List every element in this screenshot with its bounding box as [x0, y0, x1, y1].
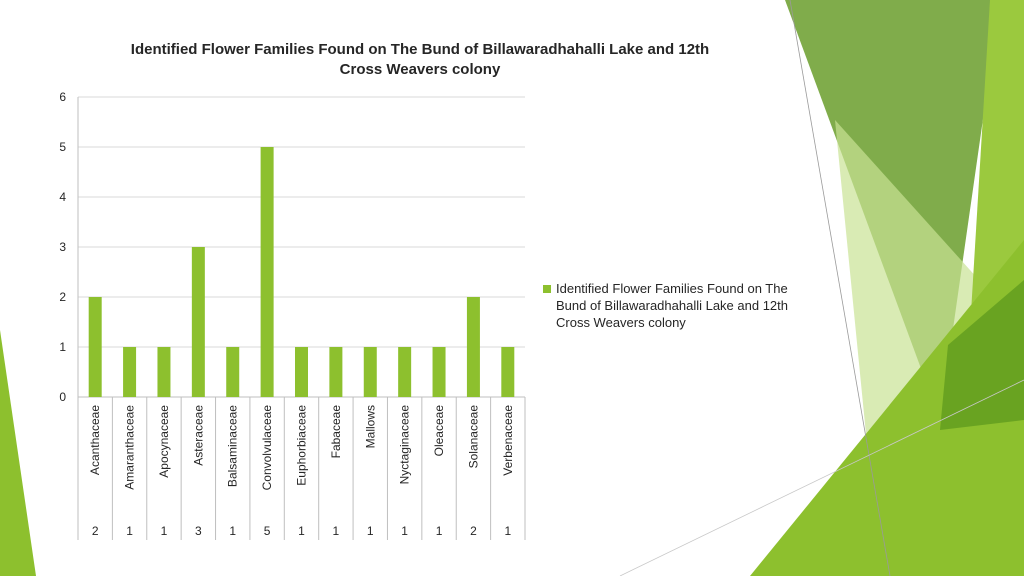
- x-tick-label: Fabaceae: [329, 405, 343, 459]
- bar-convolvulaceae: [260, 147, 274, 397]
- data-table-value: 1: [436, 524, 443, 538]
- y-tick-label: 6: [59, 90, 66, 104]
- data-table: Acanthaceae 2 Amaranthaceae 1 Apocynaceae 1 As…: [77, 397, 526, 540]
- bar-amaranthaceae: [123, 347, 137, 397]
- bars: [88, 147, 515, 397]
- bar-apocynaceae: [157, 347, 171, 397]
- legend-label: Identified Flower Families Found on The …: [556, 281, 789, 330]
- data-table-value: 5: [264, 524, 271, 538]
- legend-swatch: [543, 285, 551, 293]
- data-table-value: 1: [126, 524, 133, 538]
- y-axis-labels: 0 1 2 3 4 5 6: [59, 90, 66, 404]
- bar-balsaminaceae: [226, 347, 240, 397]
- legend: Identified Flower Families Found on The …: [543, 280, 793, 331]
- bar-mallows: [363, 347, 377, 397]
- bar-verbenaceae: [501, 347, 515, 397]
- bar-nyctaginaceae: [398, 347, 412, 397]
- bar-euphorbiaceae: [295, 347, 308, 397]
- y-tick-label: 3: [59, 240, 66, 254]
- data-table-value: 1: [161, 524, 168, 538]
- data-table-value: 3: [195, 524, 202, 538]
- data-table-value: 1: [504, 524, 511, 538]
- y-tick-label: 0: [59, 390, 66, 404]
- x-tick-label: Oleaceae: [432, 405, 446, 457]
- decor-left-sliver: [0, 330, 36, 576]
- x-tick-label: Convolvulaceae: [260, 405, 274, 491]
- x-tick-label: Euphorbiaceae: [295, 405, 309, 486]
- chart-title: Identified Flower Families Found on The …: [130, 41, 710, 78]
- data-table-value: 1: [333, 524, 340, 538]
- bar-asteraceae: [191, 247, 205, 397]
- x-tick-label: Mallows: [363, 405, 377, 448]
- bar-acanthaceae: [88, 297, 102, 397]
- bar-fabaceae: [329, 347, 343, 397]
- x-tick-label: Apocynaceae: [157, 405, 171, 478]
- y-tick-label: 1: [59, 340, 66, 354]
- bar-solanaceae: [466, 297, 480, 397]
- y-tick-label: 4: [59, 190, 66, 204]
- decor-mid-band: [750, 240, 1024, 576]
- x-tick-label: Asteraceae: [191, 405, 205, 466]
- x-tick-label: Amaranthaceae: [123, 405, 137, 490]
- data-table-value: 1: [229, 524, 236, 538]
- data-table-value: 2: [92, 524, 99, 538]
- decor-deep-shade: [940, 280, 1024, 430]
- x-tick-label: Solanaceae: [466, 405, 480, 469]
- x-tick-label: Verbenaceae: [501, 405, 515, 476]
- x-tick-label: Nyctaginaceae: [398, 405, 412, 485]
- bar-oleaceae: [432, 347, 446, 397]
- data-table-value: 1: [367, 524, 374, 538]
- x-tick-label: Balsaminaceae: [226, 405, 240, 487]
- decor-thin-line-2: [619, 379, 1024, 576]
- data-table-value: 1: [298, 524, 305, 538]
- decor-thin-line-1: [789, 0, 891, 576]
- x-tick-label: Acanthaceae: [88, 405, 102, 475]
- data-table-value: 2: [470, 524, 477, 538]
- data-table-value: 1: [401, 524, 408, 538]
- y-tick-label: 5: [59, 140, 66, 154]
- y-tick-label: 2: [59, 290, 66, 304]
